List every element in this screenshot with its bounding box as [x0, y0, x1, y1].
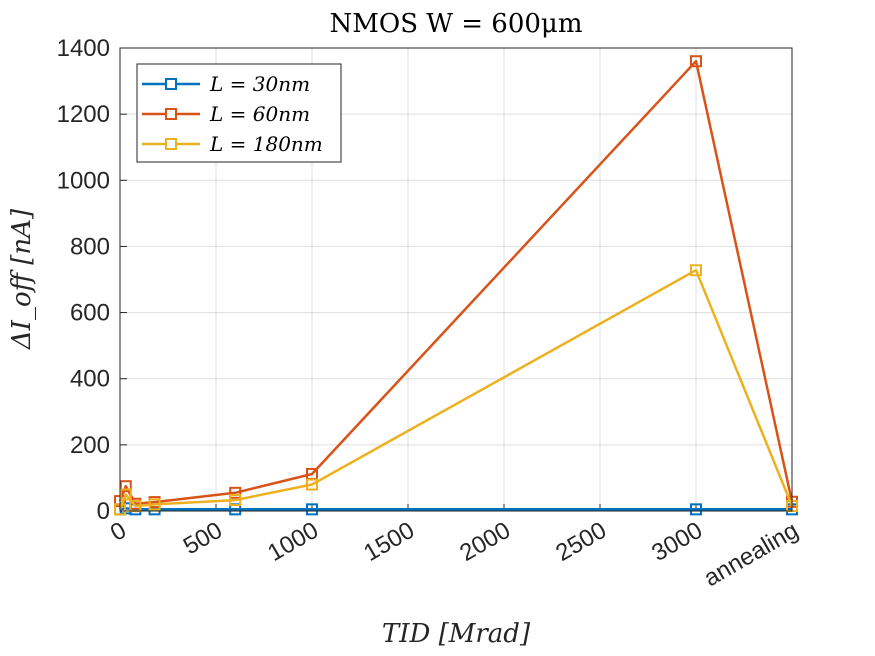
legend: L = 30nm L = 60nm L = 180nm [136, 63, 342, 163]
legend-marker [165, 78, 177, 90]
data-point [690, 264, 702, 277]
y-tick-labels: 0 200 400 600 800 1000 1200 1400 [57, 35, 110, 525]
y-tick-label: 1000 [57, 167, 110, 194]
legend-entry: L = 180nm [142, 132, 323, 156]
legend-entry: L = 60nm [142, 102, 310, 126]
chart-title: NMOS W = 600μm [330, 9, 583, 39]
axes-box [119, 47, 793, 512]
series-layer [114, 55, 798, 516]
data-point [229, 486, 242, 499]
series-line [118, 268, 794, 510]
data-point [119, 480, 132, 493]
legend-label: L = 60nm [209, 102, 310, 126]
legend-marker [165, 138, 177, 150]
data-point [690, 503, 702, 516]
y-tick-label: 800 [70, 233, 110, 260]
y-tick-label: 1200 [57, 101, 110, 128]
legend-marker [165, 108, 177, 120]
data-point [229, 494, 242, 507]
y-tick-label: 200 [70, 432, 110, 459]
data-point [690, 55, 702, 68]
data-point [306, 503, 318, 516]
legend-label: L = 180nm [209, 132, 323, 156]
y-tick-label: 400 [70, 366, 110, 393]
data-point [306, 478, 318, 491]
legend-label: L = 30nm [209, 72, 310, 96]
y-tick-label: 0 [97, 498, 110, 525]
legend-entry: L = 30nm [142, 72, 310, 96]
x-axis-label: TID [Mrad] [382, 619, 531, 649]
y-axis-label: ΔI_off [nA] [7, 208, 37, 350]
data-point [148, 498, 161, 511]
y-tick-label: 1400 [57, 35, 110, 62]
data-point [119, 488, 132, 501]
series-line [119, 507, 792, 511]
y-tick-label: 600 [70, 300, 110, 327]
